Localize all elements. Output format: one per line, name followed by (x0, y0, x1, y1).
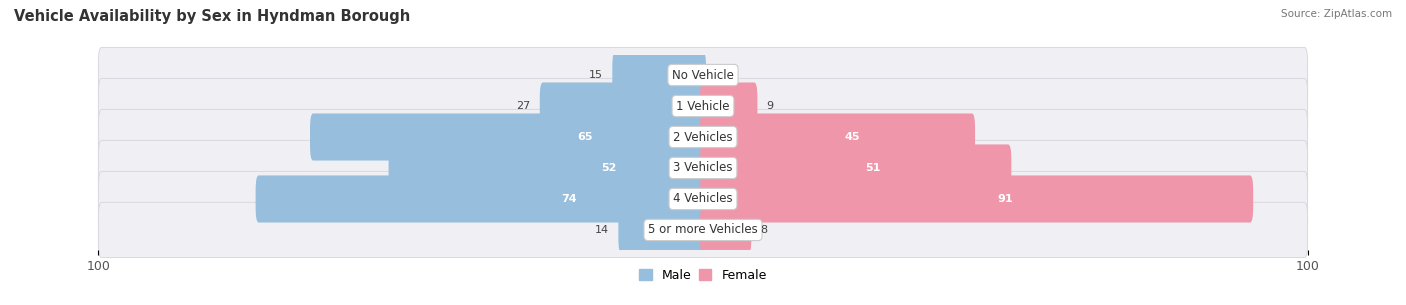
Text: 9: 9 (766, 101, 773, 111)
Text: 27: 27 (516, 101, 530, 111)
FancyBboxPatch shape (388, 145, 706, 192)
FancyBboxPatch shape (613, 52, 706, 99)
FancyBboxPatch shape (98, 203, 1308, 257)
Text: 15: 15 (589, 70, 603, 80)
Text: 14: 14 (595, 225, 609, 235)
Text: 51: 51 (865, 163, 880, 173)
Text: 4 Vehicles: 4 Vehicles (673, 192, 733, 206)
Text: No Vehicle: No Vehicle (672, 69, 734, 81)
Text: 1 Vehicle: 1 Vehicle (676, 99, 730, 113)
FancyBboxPatch shape (700, 175, 1253, 223)
FancyBboxPatch shape (256, 175, 706, 223)
FancyBboxPatch shape (98, 171, 1308, 227)
Text: 91: 91 (998, 194, 1014, 204)
FancyBboxPatch shape (98, 78, 1308, 134)
FancyBboxPatch shape (700, 82, 758, 130)
FancyBboxPatch shape (540, 82, 706, 130)
Legend: Male, Female: Male, Female (634, 264, 772, 287)
Text: Source: ZipAtlas.com: Source: ZipAtlas.com (1281, 9, 1392, 19)
FancyBboxPatch shape (98, 109, 1308, 165)
FancyBboxPatch shape (700, 145, 1011, 192)
Text: 74: 74 (561, 194, 576, 204)
FancyBboxPatch shape (700, 113, 976, 160)
Text: 45: 45 (845, 132, 860, 142)
FancyBboxPatch shape (309, 113, 706, 160)
Text: 3 Vehicles: 3 Vehicles (673, 161, 733, 174)
FancyBboxPatch shape (619, 206, 706, 253)
Text: 2 Vehicles: 2 Vehicles (673, 131, 733, 144)
Text: 52: 52 (600, 163, 616, 173)
Text: 65: 65 (578, 132, 593, 142)
Text: 5 or more Vehicles: 5 or more Vehicles (648, 224, 758, 236)
FancyBboxPatch shape (700, 206, 751, 253)
Text: Vehicle Availability by Sex in Hyndman Borough: Vehicle Availability by Sex in Hyndman B… (14, 9, 411, 24)
Text: 8: 8 (761, 225, 768, 235)
FancyBboxPatch shape (98, 48, 1308, 102)
FancyBboxPatch shape (98, 140, 1308, 196)
